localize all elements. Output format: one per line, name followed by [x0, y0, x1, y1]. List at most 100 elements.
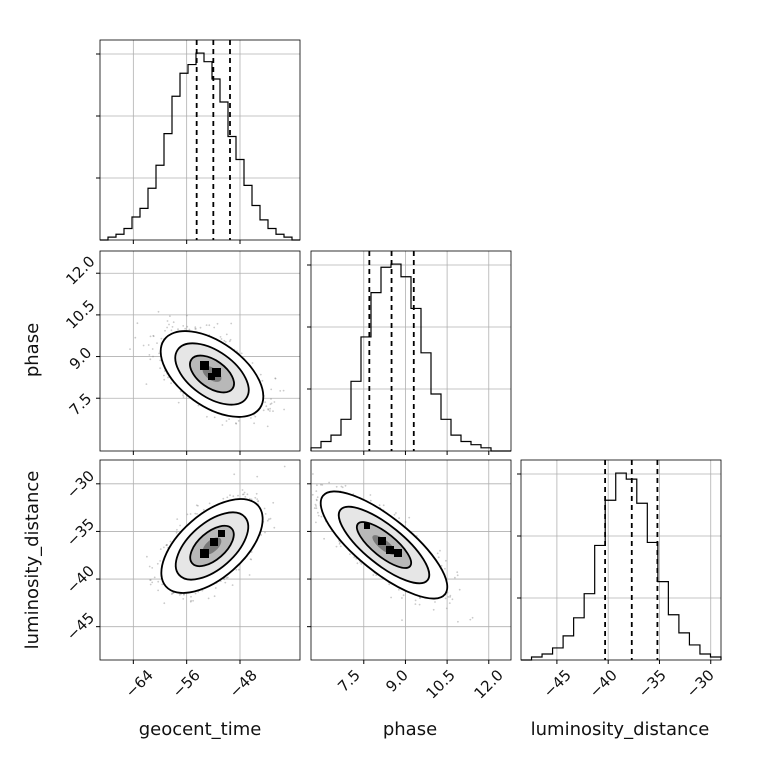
sample-point	[208, 324, 211, 327]
sample-point	[224, 581, 227, 584]
sample-point	[253, 422, 256, 425]
sample-point	[163, 602, 166, 605]
sample-point	[206, 415, 208, 418]
sample-point	[320, 515, 323, 518]
sample-point	[272, 501, 275, 504]
sample-point	[274, 377, 277, 380]
histogram-luminosity-distance	[521, 472, 722, 661]
sample-point	[184, 327, 187, 330]
histogram-geocent-time	[100, 52, 300, 241]
sample-point	[148, 354, 151, 356]
sample-point	[166, 320, 169, 322]
sample-point	[151, 581, 154, 584]
sample-point	[267, 408, 270, 411]
sample-point	[157, 580, 160, 583]
sample-point	[254, 415, 257, 418]
sample-point	[283, 408, 285, 411]
sample-point	[149, 583, 152, 586]
plot-data	[100, 40, 722, 661]
sample-point	[134, 336, 137, 339]
sample-point	[208, 502, 211, 505]
sample-point	[146, 555, 148, 558]
sample-point	[152, 335, 155, 338]
panel-background	[521, 460, 721, 660]
sample-point	[199, 326, 202, 329]
sample-point	[152, 355, 154, 358]
sample-point	[164, 329, 166, 332]
sample-point	[182, 325, 185, 327]
sample-point	[186, 513, 189, 516]
sample-point	[282, 389, 285, 392]
sample-point	[408, 516, 411, 519]
sample-point	[264, 531, 266, 534]
sample-point	[168, 323, 170, 326]
sample-point	[471, 616, 474, 619]
sample-point	[165, 544, 168, 546]
sample-point	[177, 328, 179, 331]
sample-point	[268, 518, 270, 521]
sample-point	[194, 512, 197, 515]
sample-point	[160, 337, 163, 340]
sample-point	[230, 322, 233, 325]
sample-point	[194, 592, 197, 595]
sample-point	[163, 374, 165, 377]
sample-point	[232, 495, 235, 498]
sample-point	[264, 513, 267, 515]
sample-point	[183, 593, 185, 596]
histogram-phase	[310, 263, 511, 452]
sample-point	[316, 496, 319, 499]
sample-point	[202, 508, 205, 511]
sample-point	[196, 513, 198, 515]
sample-point	[176, 528, 178, 531]
sample-point	[469, 618, 472, 621]
sample-point	[189, 600, 192, 603]
sample-point	[167, 376, 169, 379]
sample-point	[194, 328, 197, 330]
sample-point	[163, 546, 165, 549]
sample-point	[226, 496, 229, 499]
sample-point	[219, 336, 222, 338]
sample-point	[235, 422, 237, 425]
sample-point	[240, 352, 243, 355]
sample-point	[269, 517, 272, 520]
sample-point	[259, 373, 262, 376]
sample-point	[390, 596, 392, 599]
sample-point	[257, 500, 259, 503]
sample-point	[237, 494, 239, 497]
sample-point	[223, 339, 226, 342]
sample-point	[256, 498, 259, 500]
sample-point	[335, 545, 338, 548]
sample-point	[172, 321, 175, 324]
sample-point	[213, 416, 216, 419]
sample-point	[228, 340, 231, 343]
sample-point	[372, 574, 375, 576]
sample-point	[266, 425, 269, 428]
sample-point	[186, 314, 188, 317]
sample-point	[156, 342, 158, 344]
sample-point	[233, 473, 236, 476]
sample-point	[260, 534, 262, 536]
density-peak-cell	[208, 373, 215, 380]
sample-point	[231, 584, 234, 586]
sample-point	[270, 402, 273, 405]
sample-point	[356, 562, 359, 565]
sample-point	[216, 322, 219, 325]
sample-point	[279, 390, 282, 392]
sample-point	[244, 495, 247, 498]
sample-point	[176, 518, 179, 520]
sample-point	[225, 333, 228, 336]
sample-point	[451, 598, 454, 601]
sample-point	[159, 367, 162, 370]
sample-point	[225, 420, 228, 422]
sample-point	[263, 507, 266, 510]
sample-point	[186, 325, 189, 328]
sample-point	[274, 377, 277, 380]
density-peak-cell	[200, 549, 209, 558]
sample-point	[214, 587, 217, 589]
sample-point	[195, 504, 198, 507]
sample-point	[246, 493, 249, 496]
sample-point	[414, 599, 417, 602]
sample-point	[170, 382, 173, 385]
sample-point	[149, 579, 152, 581]
